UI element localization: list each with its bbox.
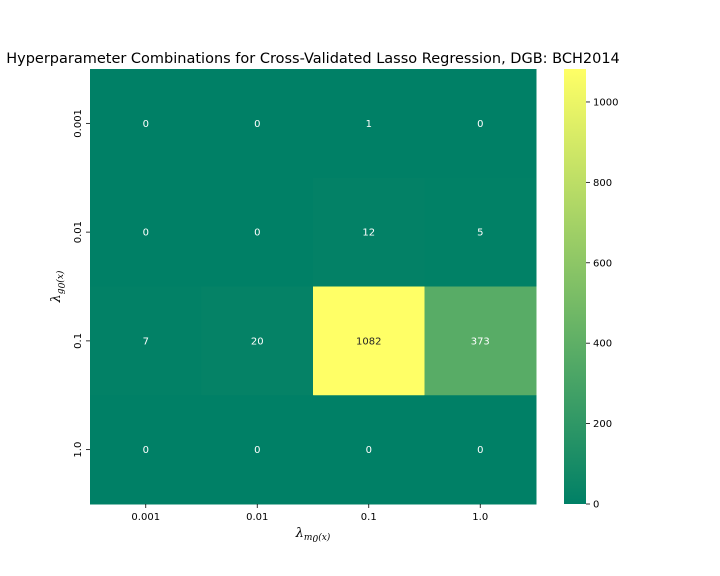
colorbar: 0 200 400 600 800 1000: [564, 69, 618, 511]
heatmap-cell: [313, 177, 425, 287]
heatmap-cell: [90, 395, 202, 505]
x-axis-label-text: λm0(x): [295, 526, 331, 545]
cell-value-label: 0: [143, 228, 149, 239]
colorbar-tick-label: 600: [593, 258, 612, 269]
y-tick-label: 0.1: [73, 333, 84, 349]
colorbar-tick-label: 0: [593, 500, 599, 511]
colorbar-tick-label: 400: [593, 339, 612, 350]
colorbar-tick-label: 200: [593, 419, 612, 430]
heatmap-cell: [424, 69, 537, 179]
heatmap-cell: [201, 395, 314, 505]
heatmap-cell: [201, 69, 314, 179]
cell-value-label: 0: [477, 445, 483, 456]
heatmap-cell: [90, 177, 202, 287]
cell-value-label: 0: [366, 445, 372, 456]
heatmap-cell: [201, 286, 314, 396]
x-axis-label: λm0(x): [295, 526, 331, 545]
heatmap-cell: [90, 69, 202, 179]
heatmap-cell: [313, 69, 425, 179]
heatmap-cell: [424, 395, 537, 505]
cell-value-label: 0: [254, 445, 260, 456]
cell-value-label: 5: [477, 228, 483, 239]
y-axis-label: λg0(x): [49, 270, 68, 303]
colorbar-tick-label: 800: [593, 178, 612, 189]
x-tick-label: 0.1: [361, 512, 377, 523]
cell-value-label: 1: [366, 119, 372, 130]
x-tick-label: 1.0: [472, 512, 488, 523]
cell-value-label: 0: [254, 119, 260, 130]
heatmap-cell: [90, 286, 202, 396]
y-tick-label: 1.0: [73, 442, 84, 458]
heatmap-cell: [313, 286, 425, 396]
y-axis-ticks: 0.001 0.01 0.1 1.0: [73, 109, 90, 458]
heatmap-cell: [313, 395, 425, 505]
cell-value-label: 7: [143, 336, 149, 347]
cell-value-label: 0: [254, 228, 260, 239]
x-tick-label: 0.001: [131, 512, 160, 523]
cell-value-label: 0: [477, 119, 483, 130]
cell-value-label: 20: [251, 336, 264, 347]
x-axis-ticks: 0.001 0.01 0.1 1.0: [131, 504, 488, 523]
y-tick-label: 0.001: [73, 109, 84, 138]
heatmap-cells: 0 0 1 0 0 0 12 5 7 20 1082 373 0 0 0 0: [90, 69, 537, 505]
y-axis-label-text: λg0(x): [49, 270, 68, 303]
y-tick-label: 0.01: [73, 221, 84, 243]
heatmap-cell: [424, 286, 537, 396]
colorbar-tick-label: 1000: [593, 97, 618, 108]
cell-value-label: 1082: [356, 336, 381, 347]
cell-value-label: 373: [471, 336, 490, 347]
chart-title: Hyperparameter Combinations for Cross-Va…: [6, 51, 620, 67]
x-tick-label: 0.01: [246, 512, 268, 523]
cell-value-label: 0: [143, 445, 149, 456]
heatmap-cell: [424, 177, 537, 287]
colorbar-gradient: [564, 69, 586, 504]
cell-value-label: 12: [362, 228, 375, 239]
heatmap-cell: [201, 177, 314, 287]
cell-value-label: 0: [143, 119, 149, 130]
